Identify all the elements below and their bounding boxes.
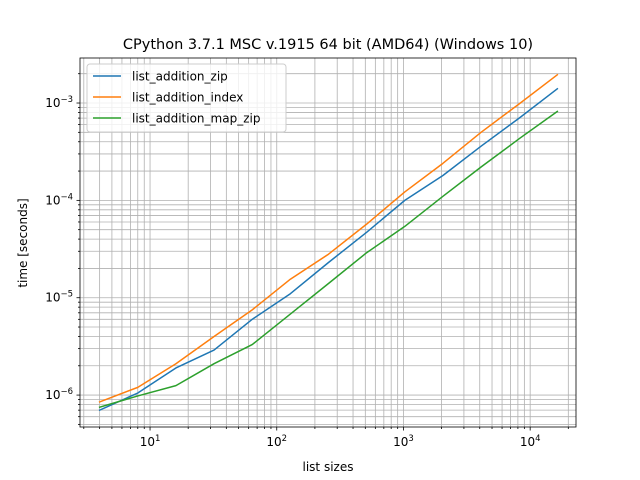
- series-line-3: [98, 110, 559, 409]
- x-axis-label: list sizes: [303, 460, 354, 474]
- y-tick-label: 10−3: [45, 95, 73, 110]
- legend-label: list_addition_zip: [132, 70, 228, 84]
- axis-ticks: [76, 73, 569, 431]
- x-axis-tick-labels: 101 102 103 104: [140, 434, 541, 449]
- y-axis-tick-labels: 10−6 10−5 10−4 10−3: [45, 95, 73, 402]
- y-axis-label: time [seconds]: [16, 198, 30, 287]
- legend-label: list_addition_map_zip: [132, 112, 260, 126]
- y-tick-label: 10−6: [45, 387, 73, 402]
- x-tick-label: 103: [393, 434, 414, 449]
- chart-title: CPython 3.7.1 MSC v.1915 64 bit (AMD64) …: [123, 37, 533, 53]
- y-tick-label: 10−5: [45, 290, 73, 305]
- y-tick-label: 10−4: [45, 192, 73, 207]
- x-tick-label: 104: [520, 434, 541, 449]
- plot-area: [98, 73, 559, 412]
- series-line-2: [98, 73, 559, 403]
- x-tick-label: 101: [140, 434, 161, 449]
- legend-label: list_addition_index: [132, 91, 243, 105]
- series-line-1: [98, 87, 559, 412]
- axes-frame: [79, 57, 577, 428]
- x-tick-label: 102: [266, 434, 287, 449]
- legend-box: [86, 63, 287, 133]
- legend: list_addition_zip list_addition_indexlist…: [86, 63, 287, 133]
